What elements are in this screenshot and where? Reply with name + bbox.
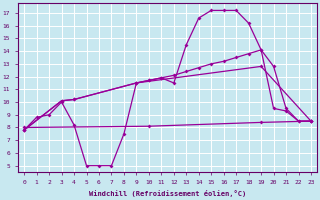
X-axis label: Windchill (Refroidissement éolien,°C): Windchill (Refroidissement éolien,°C) [89, 190, 246, 197]
